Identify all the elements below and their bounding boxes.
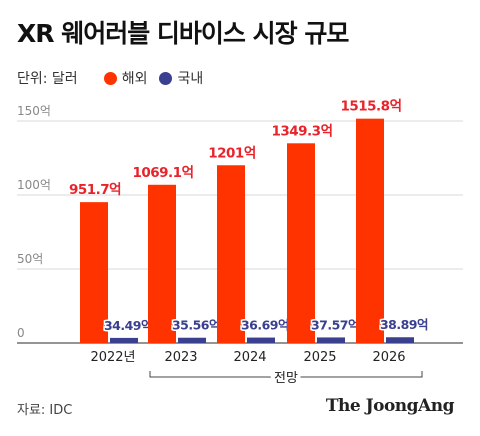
value-label-domestic: 36.69억 [241,318,289,333]
unit-label: 단위: 달러 [17,71,78,87]
bar-domestic [247,337,275,343]
y-tick-label: 0 [17,326,25,340]
legend-swatch-domestic [159,71,173,85]
x-tick-label: 2026 [372,350,405,365]
bar-overseas [287,143,315,343]
y-tick-label: 150억 [17,104,51,118]
bar-domestic [110,337,138,343]
bar-overseas [217,165,245,343]
y-tick-label: 50억 [17,252,43,266]
bar-domestic [386,337,414,343]
legend-label-domestic: 국내 [177,71,204,87]
source-note: 자료: IDC [17,403,73,418]
value-label-overseas: 1069.1억 [132,165,193,181]
x-tick-label: 2022년 [90,350,135,365]
bar-overseas [356,118,384,344]
value-label-domestic: 38.89억 [380,317,428,332]
value-label-overseas: 1201억 [208,145,256,161]
bar-overseas [80,202,108,343]
x-tick-label: 2024 [233,350,266,365]
y-tick-label: 100억 [17,178,51,192]
value-label-domestic: 35.56억 [172,318,220,333]
value-label-overseas: 951.7억 [69,182,121,198]
forecast-bracket [149,371,423,378]
legend-item-domestic: 국내 [159,68,203,88]
bar-domestic [317,337,345,343]
brand-logo: The JoongAng [325,396,455,416]
legend-item-overseas: 해외 [103,68,148,88]
value-label-domestic: 37.57억 [311,317,359,332]
legend: 단위: 달러 해외 국내 [17,68,215,88]
bar-overseas [148,184,176,343]
forecast-label: 전망 [274,371,298,386]
x-tick-label: 2025 [303,350,336,365]
bar-domestic [178,337,206,343]
value-label-overseas: 1349.3억 [271,123,332,139]
value-label-overseas: 1515.8억 [340,99,401,115]
chart-title: XR 웨어러블 디바이스 시장 규모 [17,19,349,48]
legend-label-overseas: 해외 [121,71,148,87]
value-label-domestic: 34.49억 [104,318,152,333]
legend-swatch-overseas [103,71,117,85]
x-tick-label: 2023 [164,350,197,365]
